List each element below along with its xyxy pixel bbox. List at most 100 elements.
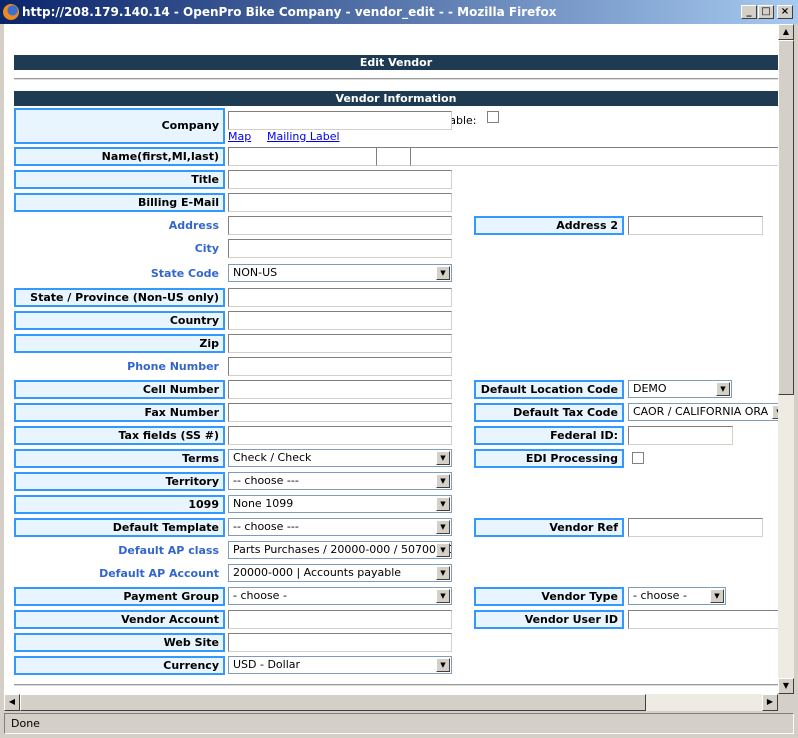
zip-input[interactable] [228,334,452,353]
field-label: Terms [14,449,225,468]
scroll-up-button[interactable]: ▲ [778,24,794,40]
hscroll-thumb[interactable] [20,694,646,711]
default-template-select[interactable]: -- choose --- ▼ [228,518,452,536]
dropdown-arrow-icon[interactable]: ▼ [436,497,450,511]
window-title: http://208.179.140.14 - OpenPro Bike Com… [22,5,557,19]
close-button[interactable]: × [777,5,793,19]
disable-checkbox[interactable] [487,111,499,123]
map-link[interactable]: Map [228,130,252,143]
scroll-down-button[interactable]: ▼ [778,678,794,694]
selected-value: USD - Dollar [233,658,301,671]
dropdown-arrow-icon[interactable]: ▼ [436,589,450,603]
default-location-code-select[interactable]: DEMO ▼ [628,380,732,398]
name-first-mi-last-input[interactable] [410,147,778,166]
selected-value: None 1099 [233,497,294,510]
field-label: Zip [14,334,225,353]
address-input[interactable] [228,216,452,235]
dropdown-arrow-icon[interactable]: ▼ [436,451,450,465]
state-code-select[interactable]: NON-US ▼ [228,264,452,282]
dropdown-arrow-icon[interactable]: ▼ [436,520,450,534]
scroll-right-button[interactable]: ▶ [762,694,778,711]
field-label: Default Template [14,518,225,537]
web-site-input[interactable] [228,633,452,652]
dropdown-arrow-icon[interactable]: ▼ [710,589,724,603]
field-label: Default AP class [118,544,219,557]
default-tax-code-select[interactable]: CAOR / CALIFORNIA ORA▼ [628,403,778,421]
dropdown-arrow-icon[interactable]: ▼ [436,474,450,488]
field-label: State Code [150,267,219,280]
vendor-account-input[interactable] [228,610,452,629]
firefox-icon [3,4,19,20]
field-label: Default Location Code [474,380,624,399]
vendor-user-id-input[interactable] [628,610,778,629]
selected-value: -- choose --- [233,520,299,533]
field-label: Name(first,MI,last) [14,147,225,166]
1099-select[interactable]: None 1099 ▼ [228,495,452,513]
selected-value: Parts Purchases / 20000-000 / 50700-000 … [233,543,451,556]
field-label: Address [168,219,219,232]
horizontal-scrollbar[interactable]: ◀ ▶ [4,694,778,711]
cell-number-input[interactable] [228,380,452,399]
currency-select[interactable]: USD - Dollar ▼ [228,656,452,674]
vendor-type-select[interactable]: - choose - ▼ [628,587,726,605]
field-label: Vendor User ID [474,610,624,629]
selected-value: NON-US [233,266,278,279]
status-text: Done [11,717,40,730]
default-ap-account-select[interactable]: 20000-000 | Accounts payable ▼ [228,564,452,582]
vertical-scrollbar[interactable]: ▲ ▼ [778,24,794,694]
scroll-left-button[interactable]: ◀ [4,694,20,711]
field-label: Vendor Ref [474,518,624,537]
vendor-ref-input[interactable] [628,518,763,537]
minimize-button[interactable]: _ [741,5,757,19]
dropdown-arrow-icon[interactable]: ▼ [716,382,730,396]
field-label: Territory [14,472,225,491]
field-label: Default AP Account [99,567,219,580]
divider [14,684,778,686]
field-label: Phone Number [127,360,219,373]
dropdown-arrow-icon[interactable]: ▼ [436,566,450,580]
status-bar: Done [4,713,794,734]
field-label: City [194,242,219,255]
default-ap-class-select[interactable]: Parts Purchases / 20000-000 / 50700-000 … [228,541,452,559]
federal-id-input[interactable] [628,426,733,445]
selected-value: - choose - [233,589,287,602]
address-2-input[interactable] [628,216,763,235]
field-label: 1099 [14,495,225,514]
edi-processing-checkbox[interactable] [632,452,644,464]
section-header: Vendor Information [14,91,778,106]
fax-number-input[interactable] [228,403,452,422]
phone-number-input[interactable] [228,357,452,376]
field-label: Title [14,170,225,189]
company-input[interactable] [228,111,452,130]
city-input[interactable] [228,239,452,258]
billing-e-mail-input[interactable] [228,193,452,212]
field-label: Tax fields (SS #) [14,426,225,445]
field-label: Vendor Type [474,587,624,606]
payment-group-select[interactable]: - choose - ▼ [228,587,452,605]
field-label: Billing E-Mail [14,193,225,212]
selected-value: - choose - [633,589,687,602]
dropdown-arrow-icon[interactable]: ▼ [436,266,450,280]
maximize-button[interactable]: □ [758,5,774,19]
dropdown-arrow-icon[interactable]: ▼ [436,543,450,557]
territory-select[interactable]: -- choose --- ▼ [228,472,452,490]
mailing-label-link[interactable]: Mailing Label [267,130,340,143]
field-label: Payment Group [14,587,225,606]
terms-select[interactable]: Check / Check ▼ [228,449,452,467]
dropdown-arrow-icon[interactable]: ▼ [772,405,778,419]
state-province-non-us-only-input[interactable] [228,288,452,307]
field-label: Country [14,311,225,330]
window-titlebar: http://208.179.140.14 - OpenPro Bike Com… [0,0,798,24]
field-label: Address 2 [474,216,624,235]
page-content: Edit Vendor Vendor Information Map Maili… [4,24,778,694]
dropdown-arrow-icon[interactable]: ▼ [436,658,450,672]
tax-fields-ss-input[interactable] [228,426,452,445]
scroll-thumb[interactable] [778,40,794,395]
country-input[interactable] [228,311,452,330]
field-label: Web Site [14,633,225,652]
title-input[interactable] [228,170,452,189]
field-label: Federal ID: [474,426,624,445]
selected-value: 20000-000 | Accounts payable [233,566,402,579]
field-label: Fax Number [14,403,225,422]
selected-value: Check / Check [233,451,312,464]
